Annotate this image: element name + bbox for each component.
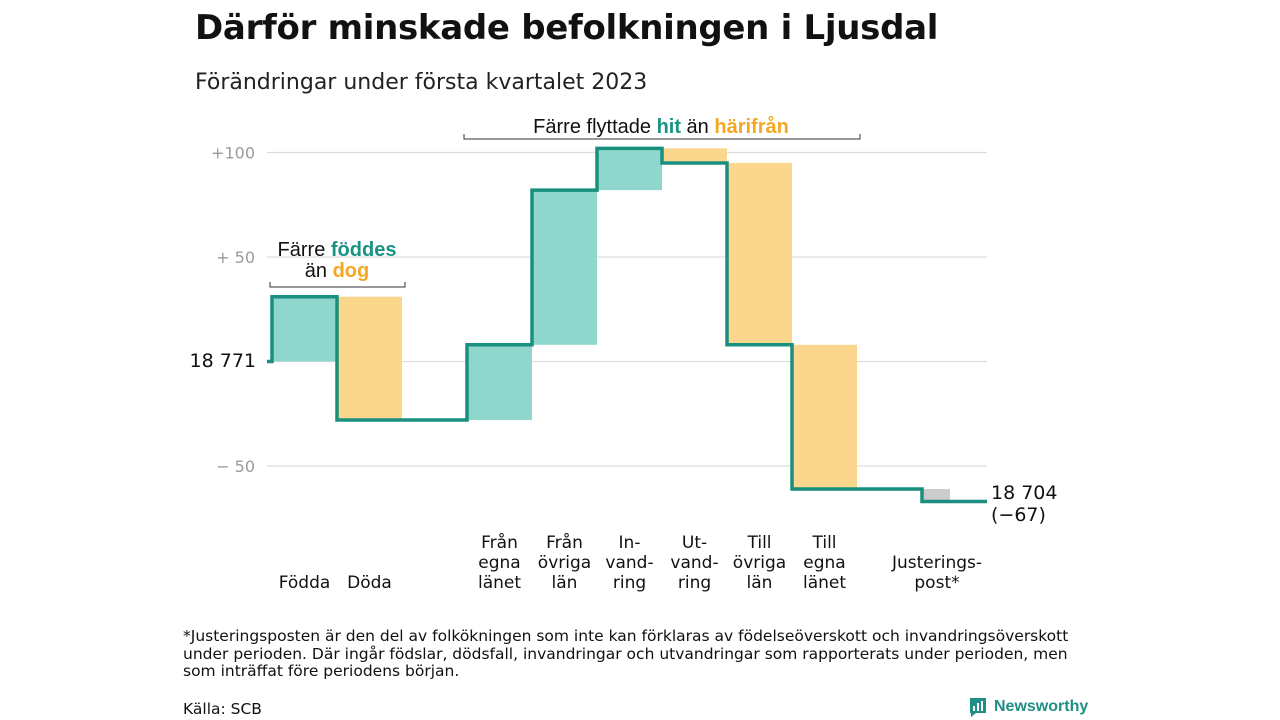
category-label: övriga — [538, 553, 591, 573]
step-line — [267, 146, 987, 504]
annotation-segment: än — [305, 260, 333, 282]
category-label: Till — [746, 533, 771, 553]
y-tick-label: +100 — [211, 144, 255, 163]
category-label: egna — [803, 553, 845, 573]
start-value-label: 18 771 — [190, 350, 256, 372]
category-label: post* — [914, 573, 959, 593]
category-label: Från — [546, 532, 583, 553]
category-label: övriga — [733, 553, 786, 573]
category-label: Till — [811, 533, 836, 553]
bar-adjustment — [922, 488, 950, 502]
category-label: ring — [678, 573, 711, 593]
annotation-text: än dog — [305, 260, 369, 282]
category-label: In- — [619, 533, 641, 553]
category-label: länet — [803, 573, 846, 593]
category-label: Justerings- — [891, 553, 982, 573]
annotation-segment: Färre — [278, 239, 331, 261]
bar-decrease — [337, 296, 402, 421]
end-change-label: (−67) — [991, 504, 1046, 526]
y-tick-label: + 50 — [216, 248, 255, 267]
annotation-bracket — [463, 134, 861, 140]
annotation-text: Färre flyttade hit än härifrån — [533, 115, 789, 138]
end-value-label: 18 704 — [991, 482, 1057, 504]
annotation-segment: härifrån — [714, 115, 788, 138]
newsworthy-logo-icon — [970, 698, 986, 717]
source-label: Källa: SCB — [183, 700, 262, 718]
category-label: vand- — [670, 553, 718, 573]
category-label: län — [552, 573, 578, 593]
bar-decrease — [727, 162, 792, 345]
chart-subtitle: Förändringar under första kvartalet 2023 — [195, 70, 648, 95]
annotation-bracket — [269, 282, 406, 288]
category-label: Från — [481, 532, 518, 553]
category-label: länet — [478, 573, 521, 593]
footnote: *Justeringsposten är den del av folkökni… — [183, 627, 1069, 680]
annotation-segment: föddes — [331, 239, 397, 261]
category-label: egna — [478, 553, 520, 573]
bar-increase — [532, 190, 597, 345]
bar-increase — [467, 344, 532, 421]
category-label: län — [747, 573, 773, 593]
category-label: Ut- — [682, 533, 707, 553]
category-label: vand- — [605, 553, 653, 573]
bar-increase — [272, 296, 337, 362]
bar-decrease — [662, 148, 727, 163]
category-label: Döda — [347, 573, 392, 593]
category-label: Födda — [279, 573, 331, 593]
annotation-segment: hit — [657, 116, 682, 138]
bar-increase — [597, 148, 662, 191]
annotation-segment: än — [681, 116, 714, 138]
y-tick-label: − 50 — [216, 457, 255, 476]
annotation-segment: Färre flyttade — [533, 116, 656, 138]
brand-logo: Newsworthy — [968, 696, 1088, 718]
chart-title: Därför minskade befolkningen i Ljusdal — [195, 8, 939, 48]
category-label: ring — [613, 573, 646, 593]
bar-decrease — [792, 344, 857, 489]
brand-name: Newsworthy — [994, 698, 1089, 715]
annotation-text: Färre föddes — [278, 239, 397, 261]
annotation-segment: dog — [333, 260, 370, 282]
